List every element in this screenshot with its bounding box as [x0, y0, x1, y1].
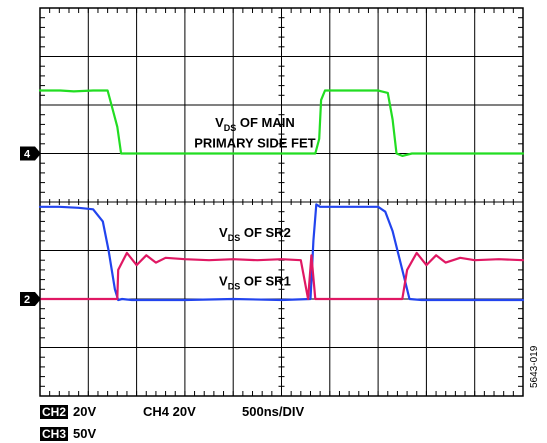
figure-id: 5643-019 — [529, 345, 540, 388]
trace-series-1 — [38, 89, 525, 157]
scope-traces — [38, 89, 525, 302]
annotation-rest: OF MAIN — [236, 115, 295, 130]
annotation-rest: OF SR1 — [240, 273, 291, 288]
footer-row-1: CH2 20V CH4 20V 500ns/DIV — [40, 404, 304, 419]
trace-annotation: VDS OF MAIN — [215, 115, 295, 133]
channel-badge: CH2 — [40, 405, 69, 419]
trace-annotation: VDS OF SR1 — [219, 273, 291, 291]
annotation-subscript: DS — [224, 123, 237, 133]
timebase: 500ns/DIV — [242, 404, 305, 419]
trace-annotation: PRIMARY SIDE FET — [194, 136, 315, 151]
annotation-main: V — [215, 115, 224, 130]
annotation-main: V — [219, 273, 228, 288]
annotation-subscript: DS — [228, 233, 241, 243]
channel-markers: 42 — [20, 146, 41, 306]
footer-row-2: CH3 50V — [40, 426, 96, 441]
channel-scale: 20V — [73, 404, 97, 419]
annotation-main: PRIMARY SIDE FET — [194, 136, 315, 151]
trace-series-2 — [38, 203, 525, 302]
ch4-scale: CH4 20V — [143, 404, 196, 419]
annotation-main: V — [219, 225, 228, 240]
channel-scale: 50V — [73, 426, 97, 441]
channel-badge: CH3 — [40, 427, 69, 441]
trace-series-3 — [38, 251, 525, 301]
scope-grid — [39, 7, 524, 397]
channel-marker: 4 — [20, 146, 41, 161]
trace-annotation: VDS OF SR2 — [219, 225, 291, 243]
channel-marker-arrow — [20, 292, 41, 306]
channel-marker-label: 4 — [24, 149, 31, 161]
annotation-rest: OF SR2 — [240, 225, 291, 240]
annotation-subscript: DS — [228, 281, 241, 291]
channel-marker: 2 — [20, 292, 41, 306]
channel-marker-arrow — [20, 146, 41, 161]
channel-marker-label: 2 — [24, 294, 30, 306]
